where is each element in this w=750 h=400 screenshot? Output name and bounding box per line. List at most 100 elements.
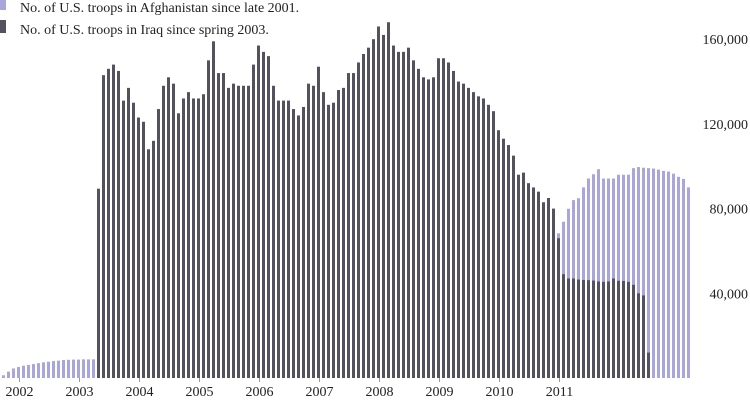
legend: No. of U.S. troops in Afghanistan since … [0, 0, 299, 38]
afghanistan-bar [92, 359, 95, 378]
iraq-bar [357, 62, 360, 378]
afghanistan-bars [2, 167, 690, 378]
iraq-bar [227, 87, 230, 378]
iraq-bar [137, 117, 140, 378]
iraq-bar [147, 149, 150, 378]
iraq-bar [317, 66, 320, 379]
iraq-bar [582, 279, 585, 378]
afghanistan-bar [57, 360, 60, 378]
iraq-bar [392, 45, 395, 378]
iraq-bar [267, 56, 270, 379]
iraq-bar [467, 87, 470, 378]
iraq-bar [232, 83, 235, 379]
iraq-bar [622, 281, 625, 378]
iraq-bar [477, 96, 480, 378]
afghanistan-bar [52, 361, 55, 378]
iraq-bar [412, 60, 415, 378]
iraq-bar [617, 280, 620, 378]
iraq-bar [102, 75, 105, 379]
iraq-bar [602, 281, 605, 378]
legend-swatch-afghanistan [0, 0, 6, 10]
afghanistan-bar [647, 168, 650, 378]
afghanistan-bar [667, 171, 670, 378]
iraq-bar [447, 62, 450, 378]
iraq-bar [462, 83, 465, 379]
legend-label-afghanistan: No. of U.S. troops in Afghanistan since … [20, 1, 299, 16]
iraq-bar [297, 115, 300, 378]
iraq-bar [347, 73, 350, 378]
afghanistan-bar [587, 178, 590, 378]
afghanistan-bar [22, 365, 25, 378]
iraq-bar [282, 100, 285, 378]
iraq-bar [397, 51, 400, 378]
iraq-bar [112, 64, 115, 378]
iraq-bar [492, 111, 495, 379]
iraq-bar [172, 83, 175, 379]
iraq-bar [442, 58, 445, 379]
y-tick-label: 160,000 [703, 33, 749, 48]
iraq-bar [277, 100, 280, 378]
iraq-bar [482, 98, 485, 378]
iraq-bar [457, 81, 460, 378]
afghanistan-bar [687, 187, 690, 378]
x-axis: 2002 2003 2004 2005 2006 2007 2008 2009 2010 2011 [6, 378, 573, 400]
iraq-bar [207, 60, 210, 378]
x-tick-label: 2004 [126, 385, 154, 400]
iraq-bar [362, 54, 365, 378]
afghanistan-bar [27, 364, 30, 378]
iraq-bar [532, 187, 535, 378]
iraq-bar [547, 198, 550, 378]
iraq-bar [372, 39, 375, 379]
afghanistan-bar [617, 174, 620, 378]
iraq-bar [627, 281, 630, 378]
iraq-bar [527, 183, 530, 378]
iraq-bar [322, 92, 325, 379]
iraq-bar [487, 104, 490, 378]
afghanistan-bar [627, 174, 630, 378]
iraq-bar [337, 90, 340, 378]
iraq-bar [262, 51, 265, 378]
legend-swatch-iraq [0, 20, 6, 33]
iraq-bar [252, 64, 255, 378]
iraq-bar [422, 77, 425, 378]
afghanistan-bar [42, 362, 45, 378]
iraq-bar [332, 102, 335, 379]
y-axis: 40,000 80,000 120,000 160,000 [703, 33, 749, 302]
afghanistan-bar [72, 359, 75, 378]
afghanistan-bar [672, 173, 675, 378]
iraq-bar [522, 172, 525, 378]
y-tick-label: 120,000 [703, 118, 749, 133]
iraq-bar [567, 278, 570, 378]
x-tick-label: 2002 [6, 385, 34, 400]
x-tick-label: 2003 [66, 385, 94, 400]
iraq-bar [427, 79, 430, 378]
afghanistan-bar [12, 368, 15, 378]
iraq-bar [157, 109, 160, 378]
iraq-bar [612, 278, 615, 378]
iraq-bar [552, 208, 555, 378]
x-tick-label: 2007 [306, 385, 334, 400]
afghanistan-bar [632, 168, 635, 378]
iraq-bar [472, 92, 475, 379]
afghanistan-bar [47, 361, 50, 378]
y-tick-label: 40,000 [710, 287, 749, 302]
iraq-bar [537, 191, 540, 378]
iraq-bar [507, 145, 510, 378]
iraq-bar [502, 138, 505, 378]
iraq-bar [217, 73, 220, 378]
iraq-bar [127, 87, 130, 378]
afghanistan-bar [622, 174, 625, 378]
iraq-bar [637, 293, 640, 378]
afghanistan-bar [67, 359, 70, 378]
iraq-bar [122, 100, 125, 378]
iraq-bar [432, 77, 435, 378]
iraq-bar [592, 280, 595, 378]
iraq-bar [542, 202, 545, 378]
afghanistan-bar [2, 375, 5, 378]
x-tick-label: 2011 [546, 385, 573, 400]
afghanistan-bar [612, 178, 615, 378]
afghanistan-bar [7, 371, 10, 378]
iraq-bar [417, 68, 420, 378]
afghanistan-bar [677, 176, 680, 378]
